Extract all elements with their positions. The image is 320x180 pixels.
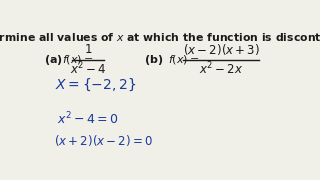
Text: $1$: $1$ [84,43,92,56]
Text: $X=\{-2,2\}$: $X=\{-2,2\}$ [55,77,136,93]
Text: $x^2-4$: $x^2-4$ [70,61,107,78]
Text: $x^2-2x$: $x^2-2x$ [199,61,243,78]
Text: $(x+2)(x-2)=0$: $(x+2)(x-2)=0$ [54,133,153,148]
Text: $\mathbf{(b)}$: $\mathbf{(b)}$ [144,53,163,67]
Text: $\mathbf{(a)}$: $\mathbf{(a)}$ [44,53,62,67]
Text: $f(x)=$: $f(x)=$ [62,53,94,66]
Text: $(x-2)(x+3)$: $(x-2)(x+3)$ [182,42,260,57]
Text: $f(x)=$: $f(x)=$ [168,53,199,66]
Text: Determine all values of $x$ at which the function is discontinous.: Determine all values of $x$ at which the… [0,31,320,43]
Text: $x^2-4=0$: $x^2-4=0$ [57,110,119,127]
